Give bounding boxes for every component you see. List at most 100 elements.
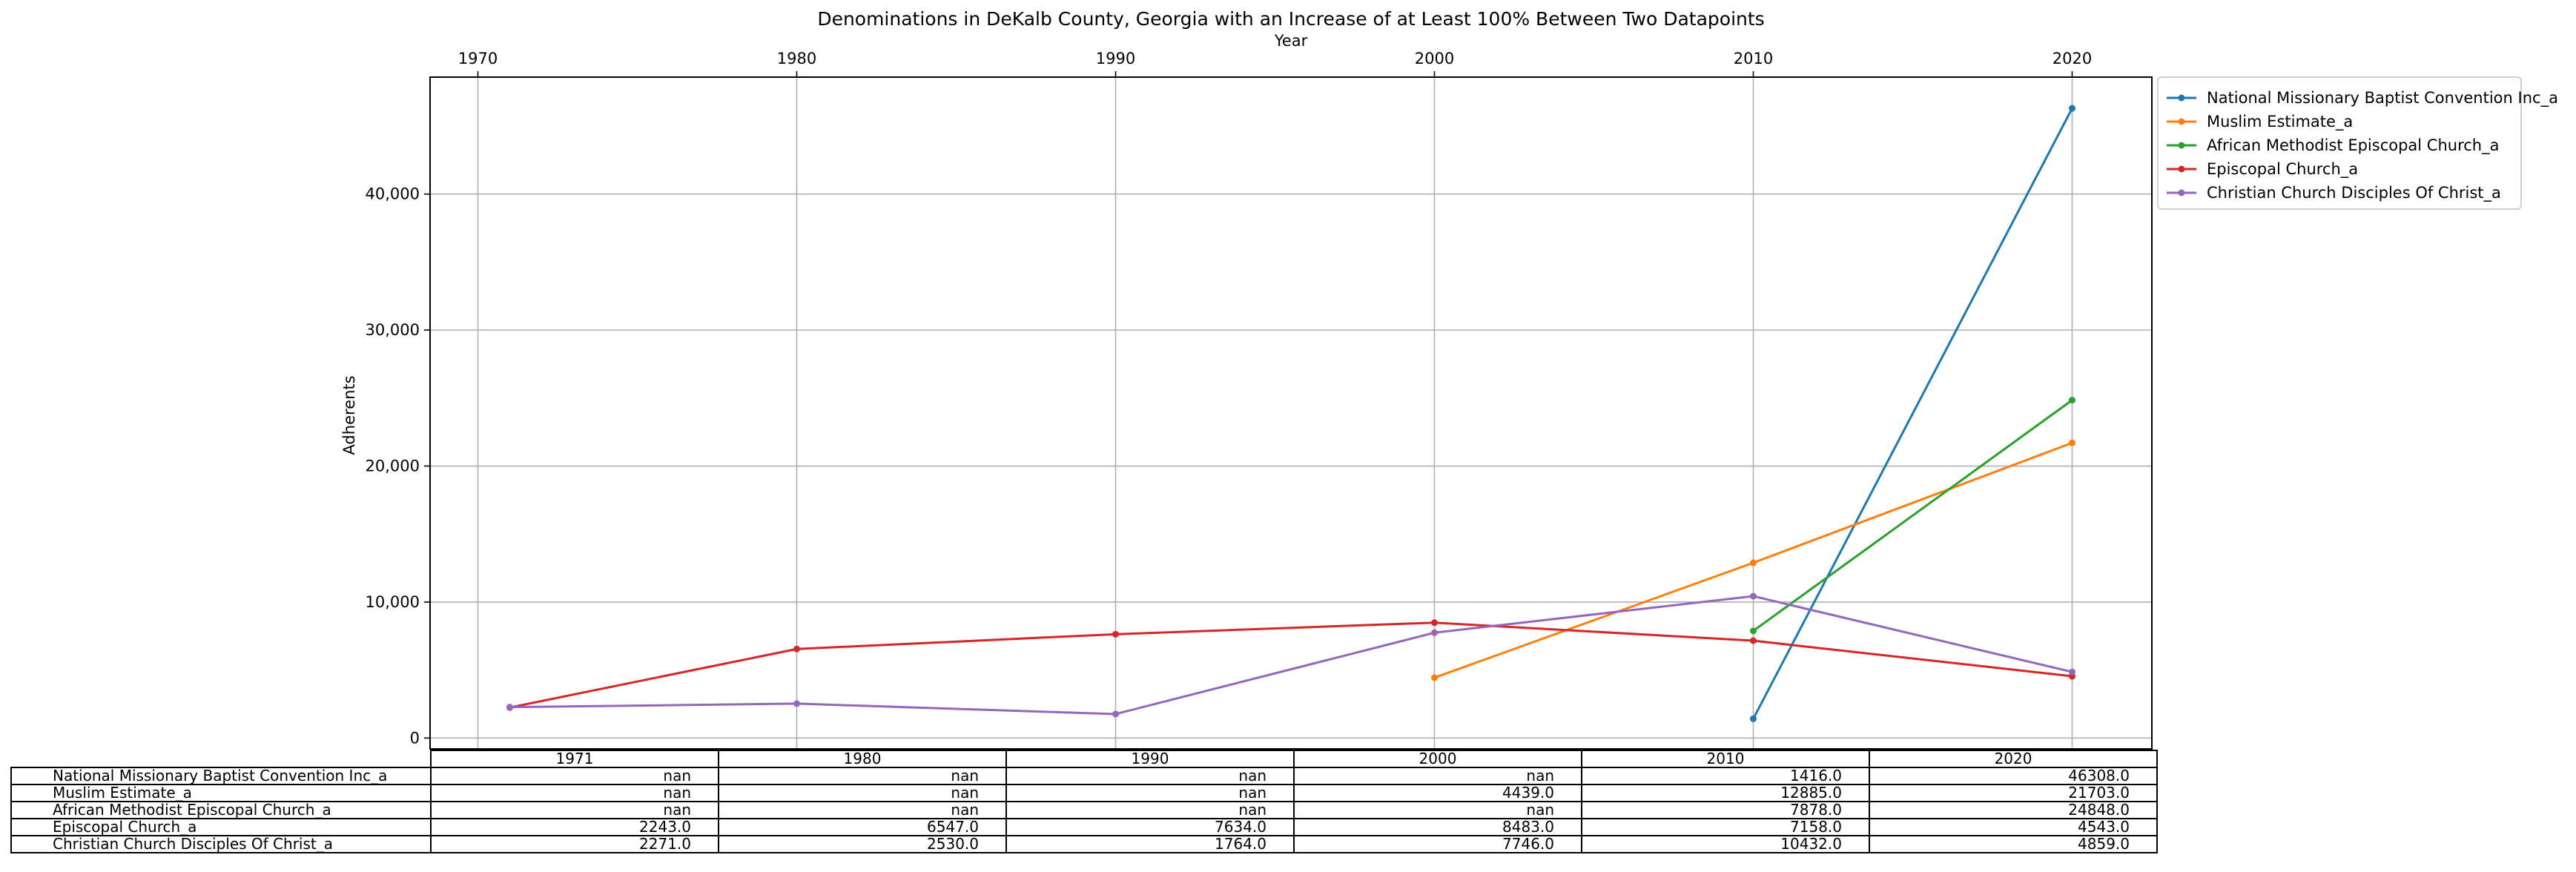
table-cell: 2271.0 xyxy=(430,835,719,853)
table-cell: nan xyxy=(430,801,719,819)
y-tick-label: 10,000 xyxy=(366,593,420,611)
table-cell: 6547.0 xyxy=(718,818,1007,836)
x-tick-label: 1990 xyxy=(1096,50,1135,67)
data-point xyxy=(1431,674,1438,681)
table-cell: nan xyxy=(718,801,1007,819)
table-column-header: 2020 xyxy=(1869,750,2158,768)
series-line-4 xyxy=(509,595,2073,716)
legend-marker xyxy=(2178,165,2185,173)
legend-marker xyxy=(2178,142,2185,149)
data-point xyxy=(2069,397,2075,404)
series-layer xyxy=(506,105,2075,722)
data-point xyxy=(793,645,800,653)
series-line-2 xyxy=(1752,399,2073,632)
legend-label: Christian Church Disciples Of Christ_a xyxy=(2207,184,2501,202)
table-cell: 12885.0 xyxy=(1581,784,1870,802)
data-point xyxy=(1750,715,1757,722)
table-column-header: 2000 xyxy=(1293,750,1582,768)
table-cell: nan xyxy=(718,767,1007,785)
legend-marker xyxy=(2178,118,2185,125)
legend: National Missionary Baptist Convention I… xyxy=(2157,76,2558,210)
table-row-label: Episcopal Church_a xyxy=(10,818,432,836)
table-row-label: National Missionary Baptist Convention I… xyxy=(10,767,432,785)
plot-frame xyxy=(429,76,2153,750)
data-point xyxy=(1431,629,1438,636)
table-cell: 1416.0 xyxy=(1581,767,1870,785)
x-tick-label: 2020 xyxy=(2052,50,2092,67)
data-point xyxy=(1112,710,1119,718)
legend-label: African Methodist Episcopal Church_a xyxy=(2207,136,2499,155)
table-row: National Missionary Baptist Convention I… xyxy=(10,767,2158,785)
data-point xyxy=(2069,668,2075,676)
table-cell: 4543.0 xyxy=(1869,818,2158,836)
x-tick-label: 1980 xyxy=(777,50,816,67)
data-table: 1971 1980 1990 2000 2010 2020 National Mission… xyxy=(10,750,2158,853)
data-point xyxy=(1750,559,1757,567)
data-point xyxy=(2069,439,2075,446)
table-column-header: 1980 xyxy=(718,750,1007,768)
x-tick-label: 1970 xyxy=(458,50,498,67)
table-row-label: African Methodist Episcopal Church_a xyxy=(10,801,432,819)
y-tick-label: 30,000 xyxy=(366,321,420,339)
table-row: Episcopal Church_a 2243.0 6547.0 7634.0 8483… xyxy=(10,818,2158,836)
legend-marker xyxy=(2178,94,2185,102)
table-cell: 10432.0 xyxy=(1581,835,1870,853)
y-tick-label: 40,000 xyxy=(366,185,420,203)
table-cell: 21703.0 xyxy=(1869,784,2158,802)
x-axis-label: Year xyxy=(1274,32,1308,50)
y-tick-label: 0 xyxy=(410,729,420,747)
y-tick-label: 20,000 xyxy=(366,458,420,475)
table-row: Muslim Estimate_a nan nan nan 4439.0 12885.0 2… xyxy=(10,784,2158,802)
data-point xyxy=(1112,630,1119,638)
chart-title: Denominations in DeKalb County, Georgia … xyxy=(817,8,1764,30)
axis-ticks: 1970 1980 1990 2000 2010 2020 0 10,000 20,000 30,… xyxy=(366,50,2093,747)
legend-marker xyxy=(2178,189,2185,196)
table-cell: 7634.0 xyxy=(1005,818,1295,836)
table-cell: 7878.0 xyxy=(1581,801,1870,819)
table-cell: nan xyxy=(1005,784,1295,802)
table-cell: nan xyxy=(1005,767,1295,785)
series-line-3 xyxy=(509,621,2073,709)
series-line-0 xyxy=(1752,108,2073,720)
table-cell: nan xyxy=(1293,767,1582,785)
table-cell: 7158.0 xyxy=(1581,818,1870,836)
table-column-header: 2010 xyxy=(1581,750,1870,768)
x-tick-label: 2010 xyxy=(1734,50,1773,67)
table-cell: nan xyxy=(1005,801,1295,819)
table-row-label: Muslim Estimate_a xyxy=(10,784,432,802)
table-column-header: 1971 xyxy=(430,750,719,768)
gridlines xyxy=(430,77,2152,749)
table-cell: 46308.0 xyxy=(1869,767,2158,785)
table-row-label: Christian Church Disciples Of Christ_a xyxy=(10,835,432,853)
y-axis-label: Adherents xyxy=(340,375,358,455)
table-cell: nan xyxy=(430,767,719,785)
data-point xyxy=(1431,619,1438,627)
data-point xyxy=(1750,592,1757,600)
table-cell: 8483.0 xyxy=(1293,818,1582,836)
table-cell: 24848.0 xyxy=(1869,801,2158,819)
legend-label: Muslim Estimate_a xyxy=(2207,113,2353,131)
data-point xyxy=(2069,105,2075,112)
legend-label: Episcopal Church_a xyxy=(2207,160,2358,179)
data-point xyxy=(1750,637,1757,644)
table-cell: nan xyxy=(430,784,719,802)
data-point xyxy=(506,704,513,711)
table-cell: 2243.0 xyxy=(430,818,719,836)
legend-label: National Missionary Baptist Convention I… xyxy=(2207,89,2558,108)
table-cell: nan xyxy=(1293,801,1582,819)
table-cell: 7746.0 xyxy=(1293,835,1582,853)
table-cell: nan xyxy=(718,784,1007,802)
table-cell: 1764.0 xyxy=(1005,835,1295,853)
table-row: Christian Church Disciples Of Christ_a 22… xyxy=(10,835,2158,853)
data-point xyxy=(1750,627,1757,635)
data-point xyxy=(793,700,800,707)
table-cell: 4859.0 xyxy=(1869,835,2158,853)
table-cell: 2530.0 xyxy=(718,835,1007,853)
legend-frame xyxy=(2157,76,2522,210)
table-corner xyxy=(11,750,432,768)
table-row: African Methodist Episcopal Church_a nan n… xyxy=(10,801,2158,819)
x-tick-label: 2000 xyxy=(1415,50,1454,67)
table-column-header: 1990 xyxy=(1005,750,1295,768)
table-header-row: 1971 1980 1990 2000 2010 2020 xyxy=(11,750,2158,768)
